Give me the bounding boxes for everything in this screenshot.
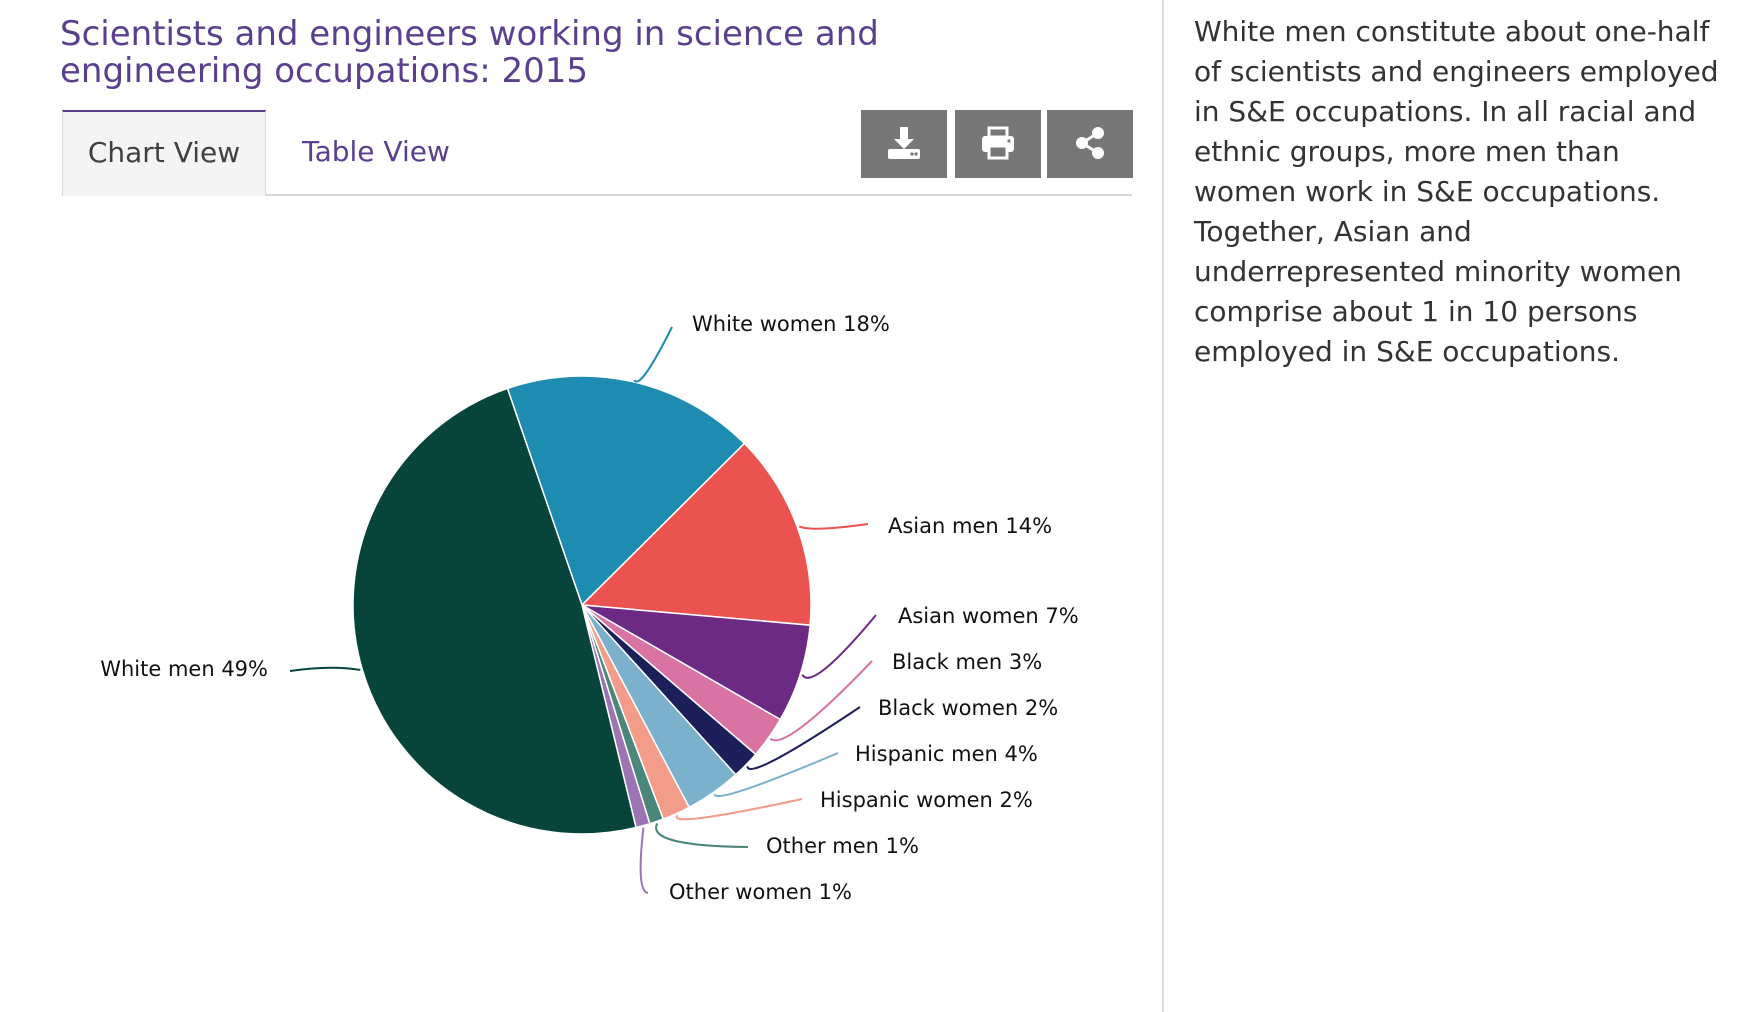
print-button[interactable] <box>955 110 1041 178</box>
slice-label-white-men: White men 49% <box>100 657 268 681</box>
leader-line-white-women <box>633 326 673 383</box>
leader-line-black-men <box>769 660 873 742</box>
leader-line-white-men <box>289 666 361 672</box>
chart-title: Scientists and engineers working in scie… <box>60 14 879 91</box>
leader-line-hispanic-women <box>675 798 803 821</box>
pie-slice-asian-men[interactable] <box>580 442 812 627</box>
leader-line-asian-women <box>801 614 877 679</box>
slice-label-other-men: Other men 1% <box>766 834 919 858</box>
chart-description: White men constitute about one-half of s… <box>1194 15 1719 368</box>
slice-label-black-women: Black women 2% <box>878 696 1058 720</box>
slice-label-asian-men: Asian men 14% <box>888 514 1052 538</box>
tab-bar: Chart View Table View <box>62 110 1132 196</box>
leader-line-other-men <box>655 822 749 848</box>
leader-line-asian-men <box>798 523 869 530</box>
download-button[interactable] <box>861 110 947 178</box>
tab-table-view[interactable]: Table View <box>302 135 450 168</box>
leader-line-black-women <box>746 706 861 770</box>
leader-line-other-women <box>639 827 649 894</box>
share-icon <box>1070 123 1110 166</box>
slice-label-white-women: White women 18% <box>692 312 890 336</box>
slice-label-asian-women: Asian women 7% <box>898 604 1079 628</box>
download-icon <box>884 123 924 166</box>
pie-slice-white-men[interactable] <box>352 387 637 835</box>
panel-divider <box>1162 0 1164 1012</box>
slice-label-hispanic-women: Hispanic women 2% <box>820 788 1033 812</box>
slice-label-other-women: Other women 1% <box>669 880 852 904</box>
slice-label-black-men: Black men 3% <box>892 650 1042 674</box>
pie-slice-white-women[interactable] <box>506 375 746 607</box>
tab-chart-view[interactable]: Chart View <box>62 110 266 196</box>
print-icon <box>978 123 1018 166</box>
slice-label-hispanic-men: Hispanic men 4% <box>855 742 1038 766</box>
leader-line-hispanic-men <box>713 752 839 798</box>
pie-chart: White women 18% Asian men 14% Asian women … <box>100 312 1079 904</box>
share-button[interactable] <box>1047 110 1133 178</box>
